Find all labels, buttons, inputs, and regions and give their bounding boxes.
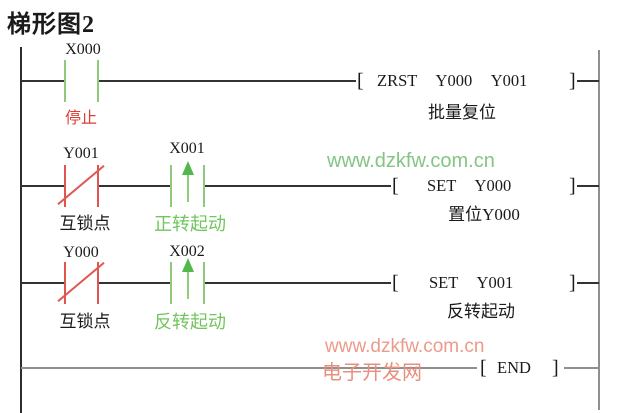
nc-contact-line — [97, 262, 99, 304]
nc-contact-line — [64, 165, 66, 207]
instruction-open-bracket: [ — [392, 272, 399, 294]
rung-wire — [99, 80, 356, 82]
contact-name: X002 — [169, 243, 205, 260]
contact-label: 反转起动 — [154, 312, 226, 332]
contact-label: 停止 — [64, 110, 98, 127]
rung-wire — [577, 282, 599, 284]
rung-wire — [564, 367, 599, 369]
rung-wire — [21, 282, 64, 284]
no-contact-line — [97, 60, 99, 102]
instruction-open-bracket: [ — [480, 357, 487, 379]
rung-wire — [577, 185, 599, 187]
instruction-comment: 反转起动 — [447, 302, 515, 321]
no-contact-line — [203, 165, 205, 207]
rung-wire — [21, 367, 477, 369]
contact-name: Y001 — [63, 145, 99, 162]
rung-wire — [21, 185, 64, 187]
no-contact-line — [170, 165, 172, 207]
rising-edge-arrow-icon — [182, 161, 194, 202]
instruction-close-bracket: ] — [569, 175, 576, 197]
no-contact-line — [64, 60, 66, 102]
instruction-close-bracket: ] — [552, 357, 559, 379]
instruction-comment: 批量复位 — [428, 103, 496, 122]
no-contact-line — [170, 262, 172, 304]
watermark-url-green: www.dzkfw.com.cn — [327, 150, 495, 172]
rung-wire — [205, 282, 391, 284]
watermark-url-red: www.dzkfw.com.cn — [325, 336, 485, 357]
no-contact-line — [203, 262, 205, 304]
instruction-close-bracket: ] — [569, 272, 576, 294]
instruction-body: SET Y001 — [429, 273, 514, 292]
contact-name: X001 — [169, 140, 205, 157]
contact-label: 互锁点 — [59, 214, 111, 233]
instruction-close-bracket: ] — [569, 70, 576, 92]
instruction-body: SET Y000 — [427, 176, 512, 195]
contact-label: 互锁点 — [59, 312, 111, 331]
nc-contact-line — [97, 165, 99, 207]
contact-label: 正转起动 — [154, 214, 226, 234]
rung-wire — [577, 80, 599, 82]
contact-name: X000 — [65, 41, 101, 58]
right-power-rail — [598, 50, 600, 410]
instruction-body: ZRST Y000 Y001 — [377, 71, 528, 90]
watermark-sitename: 电子开发网 — [322, 362, 422, 384]
contact-name: Y000 — [63, 244, 99, 261]
left-power-rail — [20, 47, 22, 413]
rung-wire — [21, 80, 64, 82]
diagram-title: 梯形图2 — [7, 12, 95, 38]
nc-contact-line — [64, 262, 66, 304]
rung-wire — [99, 282, 170, 284]
instruction-body: END — [497, 358, 531, 377]
instruction-comment: 置位Y000 — [448, 205, 520, 224]
rung-wire — [99, 185, 170, 187]
rising-edge-arrow-icon — [182, 258, 194, 299]
instruction-open-bracket: [ — [357, 70, 364, 92]
rung-wire — [205, 185, 391, 187]
instruction-open-bracket: [ — [392, 175, 399, 197]
